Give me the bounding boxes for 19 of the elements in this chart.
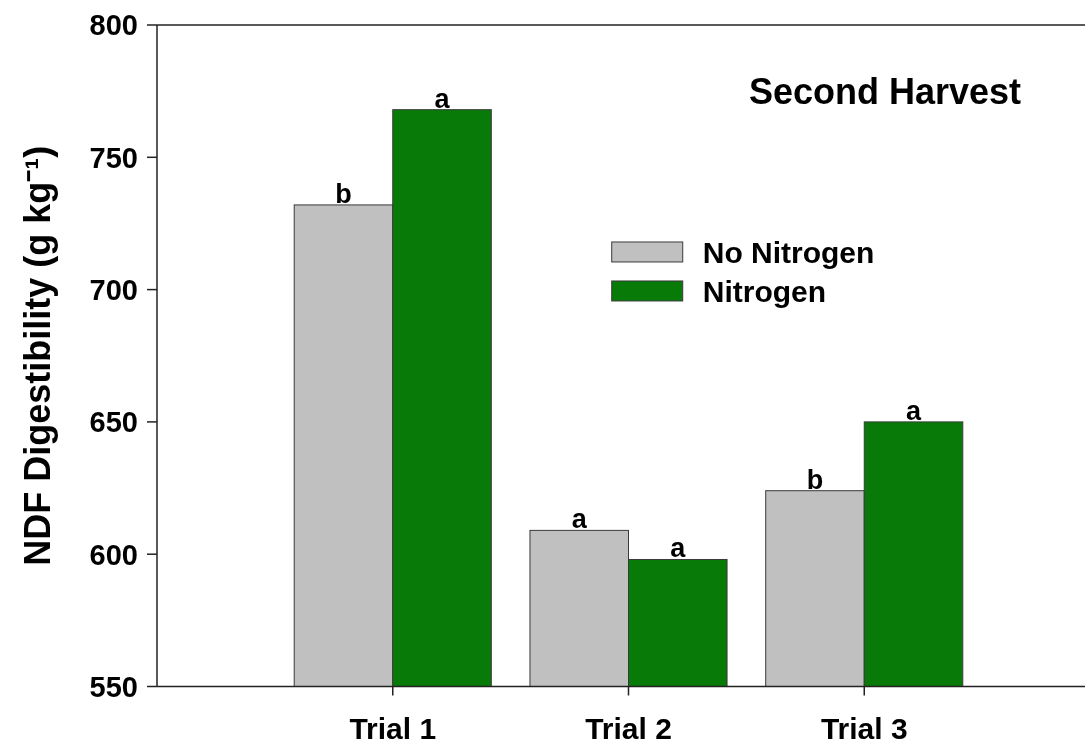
data-label: b bbox=[335, 178, 352, 209]
x-tick-label: Trial 3 bbox=[820, 711, 908, 745]
y-tick-label: 650 bbox=[89, 406, 138, 439]
y-tick-label: 700 bbox=[89, 274, 138, 307]
y-tick-label: 750 bbox=[89, 141, 138, 174]
data-label: a bbox=[434, 83, 451, 114]
x-tick-label: Trial 2 bbox=[585, 711, 672, 745]
text: Second Harvest bbox=[748, 71, 1022, 112]
data-label: a bbox=[571, 504, 588, 535]
data-label: a bbox=[906, 395, 923, 426]
legend-label: No Nitrogen bbox=[702, 235, 875, 269]
y-tick-label: 800 bbox=[89, 9, 138, 42]
y-axis-title: NDF Digestibility (g kg⁻¹) bbox=[17, 145, 58, 566]
data-label: a bbox=[670, 533, 687, 564]
legend-label: Nitrogen bbox=[702, 274, 827, 308]
y-tick-label: 550 bbox=[89, 670, 138, 703]
x-tick-label: Trial 1 bbox=[349, 711, 437, 745]
data-label: b bbox=[806, 464, 824, 495]
y-tick-label: 600 bbox=[89, 538, 138, 571]
